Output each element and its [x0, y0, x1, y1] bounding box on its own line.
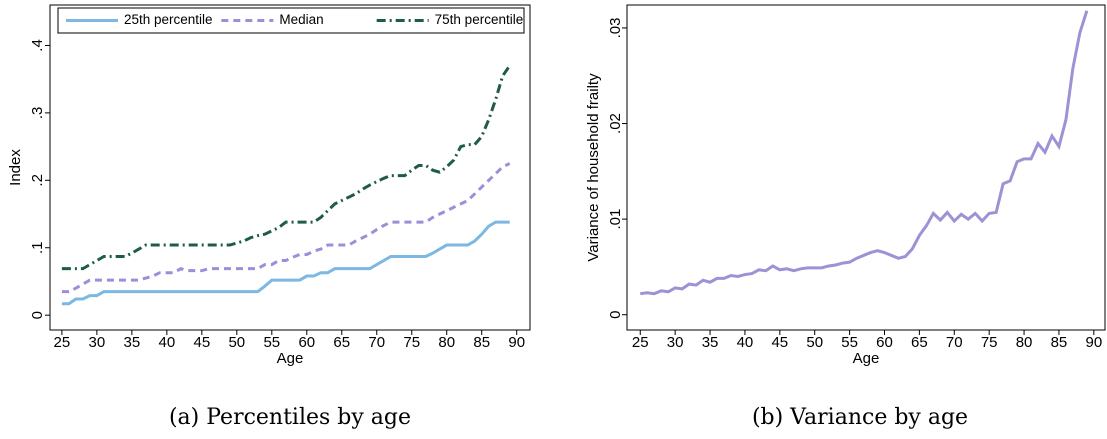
- y-tick-label: .02: [607, 113, 624, 134]
- series-line: [61, 220, 510, 306]
- y-axis-title: Index: [7, 149, 24, 186]
- y-tick-label: 0: [29, 311, 46, 319]
- x-tick-label: 90: [508, 334, 525, 351]
- x-tick-label: 65: [911, 334, 928, 351]
- x-tick-label: 60: [298, 334, 315, 351]
- series-line: [640, 10, 1089, 296]
- y-tick-label: .2: [29, 174, 46, 187]
- x-tick-label: 85: [1051, 334, 1068, 351]
- x-tick-label: 25: [632, 334, 649, 351]
- x-tick-label: 85: [473, 334, 490, 351]
- x-tick-label: 70: [946, 334, 963, 351]
- y-tick-label: .3: [29, 107, 46, 120]
- x-tick-label: 40: [159, 334, 176, 351]
- legend-box: [57, 7, 525, 34]
- x-tick-label: 55: [263, 334, 280, 351]
- x-tick-label: 65: [333, 334, 350, 351]
- plot-frame: [626, 4, 1106, 331]
- x-tick-label: 75: [981, 334, 998, 351]
- x-tick-label: 45: [193, 334, 210, 351]
- y-tick-label: 0: [607, 311, 624, 319]
- caption: (a) Percentiles by age: [169, 405, 411, 430]
- series-line: [61, 162, 511, 294]
- x-tick-label: 80: [1016, 334, 1033, 351]
- y-tick-label: .01: [607, 209, 624, 230]
- x-tick-label: 80: [438, 334, 455, 351]
- x-tick-label: 40: [737, 334, 754, 351]
- legend-label: Median: [279, 12, 323, 27]
- series-line: [61, 64, 511, 271]
- x-tick-label: 70: [368, 334, 385, 351]
- y-tick-label: .03: [607, 18, 624, 39]
- y-tick-label: .1: [29, 241, 46, 254]
- x-tick-label: 45: [771, 334, 788, 351]
- x-tick-label: 60: [876, 334, 893, 351]
- caption: (b) Variance by age: [752, 405, 968, 430]
- x-tick-label: 35: [702, 334, 719, 351]
- x-tick-label: 75: [403, 334, 420, 351]
- legend-label: 25th percentile: [124, 12, 213, 27]
- x-tick-label: 25: [54, 334, 71, 351]
- x-tick-label: 90: [1085, 334, 1102, 351]
- x-axis-title: Age: [277, 350, 304, 367]
- x-tick-label: 30: [667, 334, 684, 351]
- x-tick-label: 50: [806, 334, 823, 351]
- x-tick-label: 50: [228, 334, 245, 351]
- x-axis-title: Age: [853, 350, 880, 367]
- y-tick-label: .4: [29, 39, 46, 52]
- y-axis-title: Variance of household frailty: [585, 73, 602, 262]
- x-tick-label: 55: [841, 334, 858, 351]
- x-tick-label: 30: [89, 334, 106, 351]
- x-tick-label: 35: [124, 334, 141, 351]
- legend-label: 75th percentile: [435, 12, 524, 27]
- plot-frame: [49, 4, 531, 331]
